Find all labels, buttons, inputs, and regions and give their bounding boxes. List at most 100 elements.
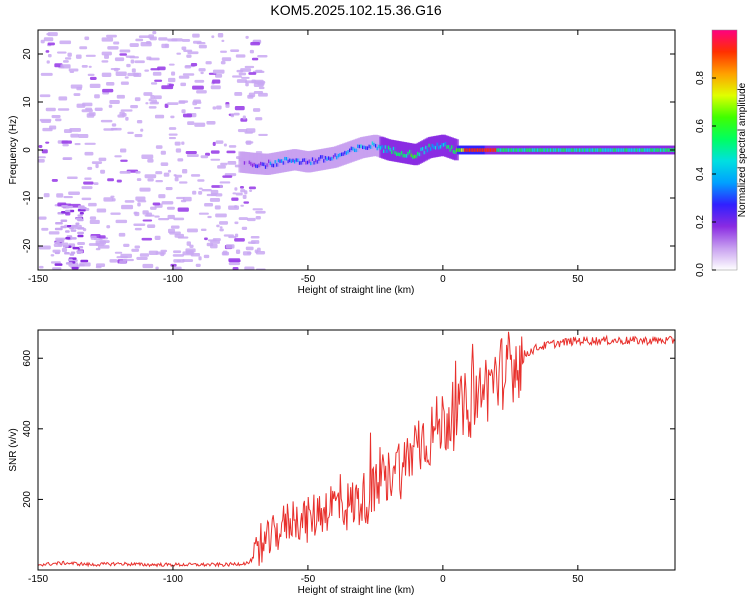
- spectrogram-noise-cell: [219, 228, 224, 232]
- spectrogram-noise-cell: [134, 97, 141, 102]
- spectrogram-noise-cell: [198, 256, 202, 261]
- spectrogram-noise-cell: [140, 128, 144, 132]
- spectrogram-noise-cell: [257, 55, 268, 58]
- spectrogram-noise-cell: [233, 112, 240, 116]
- spectrogram-noise-cell: [76, 103, 86, 108]
- spectrogram-noise-cell: [76, 251, 82, 255]
- spectrogram-noise-cell: [67, 258, 73, 262]
- spectrogram-noise-cell: [168, 136, 177, 140]
- spectrogram-noise-cell: [252, 108, 261, 112]
- spectrogram-noise-cell: [154, 79, 163, 82]
- spectrogram-noise-cell: [100, 119, 113, 123]
- spectrogram-y-tick-label: 10: [22, 96, 33, 108]
- spectrogram-noise-cell: [158, 218, 170, 221]
- spectrogram-noise-cell: [74, 142, 81, 146]
- spectrogram-noise-cell: [116, 179, 122, 183]
- spectrogram-noise-cell: [206, 120, 216, 125]
- spectrogram-noise-cell: [174, 177, 179, 182]
- spectrogram-noise-cell: [139, 187, 151, 192]
- spectrogram-noise-cell: [64, 252, 70, 255]
- spectrogram-noise-cell: [106, 225, 111, 229]
- spectrogram-noise-cell: [174, 233, 184, 238]
- spectrogram-noise-cell: [54, 263, 63, 266]
- spectrogram-noise-cell: [77, 234, 84, 238]
- spectrogram-noise-cell: [189, 244, 194, 249]
- spectrogram-noise-cell: [205, 152, 210, 156]
- spectrogram-noise-cell: [150, 95, 155, 100]
- spectrogram-noise-cell: [131, 68, 136, 73]
- spectrogram-noise-cell: [56, 193, 64, 198]
- spectrogram-noise-cell: [50, 261, 61, 264]
- spectrogram-x-tick-label: -50: [301, 274, 316, 285]
- spectrogram-noise-cell: [55, 118, 62, 122]
- spectrogram-noise-cell: [192, 190, 197, 195]
- spectrogram-noise-cell: [107, 178, 114, 182]
- spectrogram-noise-cell: [158, 37, 168, 41]
- spectrogram-noise-cell: [171, 71, 176, 76]
- spectrogram-noise-cell: [124, 76, 129, 79]
- spectrogram-noise-cell: [121, 204, 134, 210]
- spectrogram-noise-cell: [244, 65, 255, 69]
- spectrogram-noise-cell: [60, 219, 68, 222]
- spectrogram-noise-cell: [49, 125, 57, 130]
- spectrogram-noise-cell: [51, 178, 58, 182]
- spectrogram-noise-cell: [72, 246, 81, 250]
- spectrogram-noise-cell: [154, 235, 161, 240]
- spectrogram-noise-cell: [93, 182, 99, 186]
- spectrogram-noise-cell: [129, 43, 139, 47]
- spectrogram-noise-cell: [110, 212, 121, 215]
- spectrogram-noise-cell: [43, 37, 54, 42]
- spectrogram-noise-cell: [40, 39, 45, 44]
- spectrogram-noise-cell: [85, 54, 96, 57]
- spectrogram-noise-cell: [67, 52, 72, 57]
- colorbar: 0.0 0.2 0.4 0.6 0.8 Normalized spectral ampl…: [695, 29, 748, 277]
- spectrogram-noise-cell: [232, 75, 242, 78]
- spectrogram-noise-cell: [110, 67, 121, 71]
- spectrogram-noise-cell: [69, 209, 75, 213]
- spectrogram-noise-cell: [206, 242, 214, 247]
- spectrogram-noise-cell: [235, 54, 246, 58]
- spectrogram-noise-cell: [87, 73, 95, 76]
- spectrogram-noise-cell: [61, 205, 68, 208]
- spectrogram-noise-cell: [54, 251, 60, 255]
- spectrogram-noise-cell: [154, 215, 160, 218]
- snr-series-line: [38, 331, 675, 568]
- spectrogram-noise-cell: [120, 159, 128, 162]
- spectrogram-noise-cell: [40, 72, 53, 76]
- spectrogram-noise-cell: [155, 145, 163, 149]
- spectrogram-noise-cell: [76, 86, 82, 91]
- spectrogram-noise: [38, 30, 268, 270]
- spectrogram-noise-cell: [69, 253, 75, 256]
- spectrogram-noise-cell: [182, 73, 195, 76]
- spectrogram-noise-cell: [70, 133, 79, 138]
- spectrogram-noise-cell: [148, 34, 154, 39]
- snr-background: [38, 330, 675, 570]
- spectrogram-noise-cell: [101, 60, 109, 63]
- spectrogram-noise-cell: [212, 106, 217, 110]
- spectrogram-noise-cell: [120, 148, 127, 153]
- spectrogram-noise-cell: [205, 61, 212, 65]
- spectrogram-noise-cell: [66, 225, 73, 228]
- spectrogram-noise-cell: [207, 239, 217, 242]
- spectrogram-x-label: Height of straight line (km): [298, 285, 415, 296]
- spectrogram-noise-cell: [47, 54, 52, 58]
- spectrogram-noise-cell: [236, 69, 244, 73]
- spectrogram-noise-cell: [98, 157, 107, 162]
- spectrogram-noise-cell: [258, 133, 268, 136]
- spectrogram-noise-cell: [81, 186, 93, 190]
- spectrogram-noise-cell: [194, 79, 205, 83]
- spectrogram-noise-cell: [181, 38, 191, 42]
- spectrogram-noise-cell: [154, 95, 162, 100]
- spectrogram-noise-cell: [88, 202, 97, 207]
- spectrogram-noise-cell: [45, 141, 50, 144]
- spectrogram-noise-cell: [181, 46, 187, 51]
- colorbar-tick-label: 0.2: [695, 215, 706, 229]
- spectrogram-noise-cell: [111, 123, 117, 127]
- spectrogram-y-tick-label: 20: [22, 48, 33, 60]
- spectrogram-noise-cell: [207, 215, 212, 219]
- spectrogram-noise-cell: [255, 215, 261, 220]
- spectrogram-x-ticks: -150 -100 -50 0 50: [28, 30, 584, 285]
- spectrogram-noise-cell: [244, 266, 255, 270]
- spectrogram-noise-cell: [73, 93, 81, 96]
